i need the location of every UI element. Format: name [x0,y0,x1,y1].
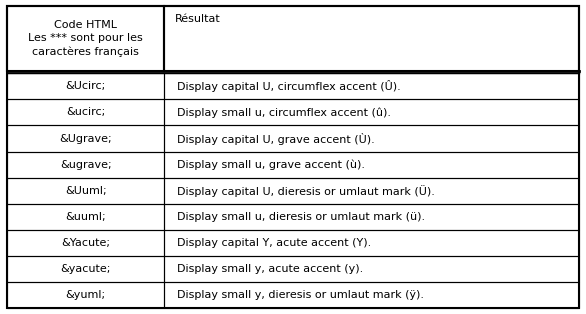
Text: &yacute;: &yacute; [60,264,111,274]
Text: &ugrave;: &ugrave; [60,160,111,170]
Bar [7,6,164,71]
Bar [7,230,164,256]
Bar [7,256,164,282]
Text: &ucirc;: &ucirc; [66,107,105,117]
Text: Display small y, dieresis or umlaut mark (ÿ).: Display small y, dieresis or umlaut mark… [177,290,424,300]
Bar [164,230,579,256]
Text: &Yacute;: &Yacute; [61,238,110,248]
Bar [164,204,579,230]
Text: &Uuml;: &Uuml; [65,186,107,196]
Bar [7,178,164,204]
Bar [7,152,164,178]
Text: Code HTML
Les *** sont pour les
caractères français: Code HTML Les *** sont pour les caractèr… [28,20,143,57]
Bar [164,99,579,126]
Text: Display capital U, circumflex accent (Û).: Display capital U, circumflex accent (Û)… [177,80,401,92]
Bar [164,126,579,152]
Bar [7,126,164,152]
Bar [7,99,164,126]
Bar [164,256,579,282]
Text: &Ucirc;: &Ucirc; [66,81,106,91]
Bar [164,178,579,204]
Bar [164,6,579,71]
Bar [164,73,579,99]
Bar [7,204,164,230]
Text: Display capital U, dieresis or umlaut mark (Ü).: Display capital U, dieresis or umlaut ma… [177,185,435,197]
Bar [7,73,164,99]
Text: Display capital Y, acute accent (Y).: Display capital Y, acute accent (Y). [177,238,372,248]
Bar [7,282,164,308]
Bar [164,152,579,178]
Text: Display small u, dieresis or umlaut mark (ü).: Display small u, dieresis or umlaut mark… [177,212,425,222]
Text: Résultat: Résultat [175,14,220,24]
Text: Display small y, acute accent (y).: Display small y, acute accent (y). [177,264,363,274]
Text: Display small u, grave accent (ù).: Display small u, grave accent (ù). [177,160,365,170]
Text: Display small u, circumflex accent (û).: Display small u, circumflex accent (û). [177,107,391,118]
Text: Display capital U, grave accent (Ù).: Display capital U, grave accent (Ù). [177,133,375,144]
Text: &uuml;: &uuml; [66,212,106,222]
Text: &Ugrave;: &Ugrave; [59,133,112,143]
Bar [164,282,579,308]
Text: &yuml;: &yuml; [66,290,105,300]
